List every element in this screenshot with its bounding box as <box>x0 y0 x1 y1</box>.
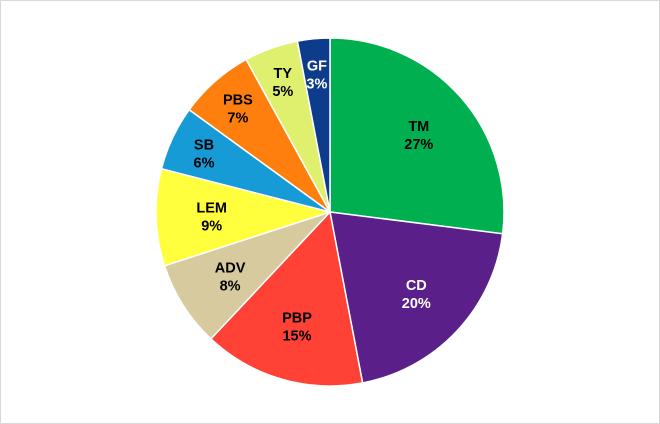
slice-percent-ty: 5% <box>272 84 293 100</box>
pie-slice-pbp <box>209 210 364 387</box>
slice-category-ty: TY <box>274 66 293 82</box>
slice-category-sb: SB <box>194 138 214 154</box>
slice-category-cd: CD <box>406 278 427 294</box>
slice-label-cd: CD 20% <box>402 278 431 312</box>
slice-percent-tm: 27% <box>404 137 433 153</box>
slice-label-pbs: PBS 7% <box>223 93 253 127</box>
slice-percent-gf: 3% <box>306 76 327 92</box>
slice-percent-pbp: 15% <box>282 329 311 345</box>
slice-category-lem: LEM <box>196 201 227 217</box>
slice-category-pbs: PBS <box>223 93 253 109</box>
pie-slice-tm <box>329 37 505 235</box>
pie-slice-cd <box>329 211 504 384</box>
slice-label-sb: SB 6% <box>194 138 215 172</box>
slice-category-adv: ADV <box>215 260 246 276</box>
slice-label-lem: LEM 9% <box>196 201 227 235</box>
slice-label-tm: TM 27% <box>404 119 433 153</box>
slice-category-pbp: PBP <box>282 311 312 327</box>
pie-slice-lem <box>155 167 333 267</box>
slice-percent-adv: 8% <box>220 278 241 294</box>
slice-percent-cd: 20% <box>402 296 431 312</box>
pie-slice-gf <box>296 37 331 213</box>
slice-percent-pbs: 7% <box>227 111 248 127</box>
slice-label-adv: ADV 8% <box>215 260 246 294</box>
slice-label-pbp: PBP 15% <box>282 311 312 345</box>
slice-category-gf: GF <box>307 58 327 74</box>
slice-label-gf: GF 3% <box>306 58 327 92</box>
slice-label-ty: TY 5% <box>272 66 293 100</box>
slice-percent-sb: 6% <box>194 156 215 172</box>
slice-category-tm: TM <box>408 119 429 135</box>
slice-percent-lem: 9% <box>201 219 222 235</box>
